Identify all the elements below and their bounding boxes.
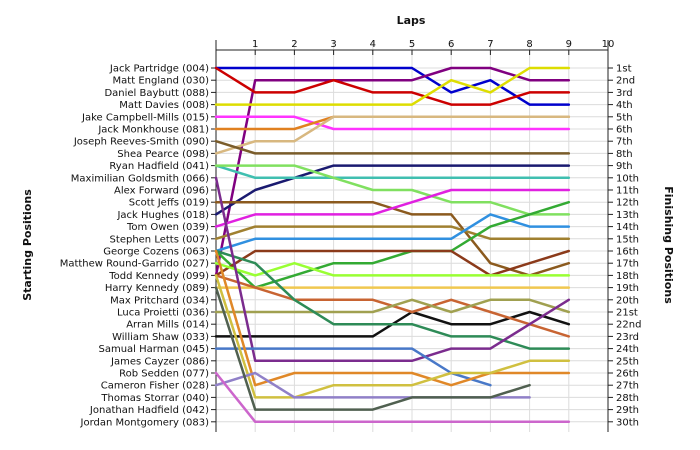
start-position-label: Samual Harman (045)	[99, 344, 210, 355]
finish-position-label: 19th	[616, 283, 639, 294]
lap-tick-label: 1	[252, 39, 258, 50]
finish-position-label: 26th	[616, 369, 639, 380]
finish-position-label: 14th	[616, 222, 639, 233]
lap-tick-label: 9	[566, 39, 572, 50]
finish-position-label: 6th	[616, 125, 633, 136]
series-line-24	[214, 176, 571, 363]
series-line-17	[214, 249, 571, 277]
start-position-label: Thomas Storrar (040)	[100, 393, 209, 404]
series-line-9	[214, 164, 571, 216]
finish-position-label: 9th	[616, 161, 633, 172]
lap-tick-label: 5	[409, 39, 415, 50]
series-group	[214, 66, 571, 424]
finish-position-label: 29th	[616, 405, 639, 416]
start-position-label: William Shaw (033)	[112, 332, 209, 343]
labels: 1 2 3 4 5 6 7 8 9 10 Jack Partridge (004)Matt Engl…	[60, 39, 642, 428]
start-position-label: Luca Proietti (036)	[117, 308, 209, 319]
start-position-label: Max Pritchard (034)	[110, 295, 209, 306]
lap-tick-label: 4	[370, 39, 376, 50]
finish-position-label: 4th	[616, 100, 633, 111]
finish-position-label: 5th	[616, 112, 633, 123]
finish-position-label: 15th	[616, 234, 639, 245]
finish-position-label: 8th	[616, 149, 633, 160]
series-line-7	[214, 115, 571, 155]
lap-tick-label: 3	[330, 39, 336, 50]
start-position-label: Shea Pearce (098)	[117, 149, 209, 160]
start-position-label: Cameron Fisher (028)	[101, 381, 209, 392]
start-position-label: Jack Partridge (004)	[109, 64, 209, 75]
start-position-label: Ryan Hadfield (041)	[109, 161, 209, 172]
finish-position-label: 7th	[616, 137, 633, 148]
finish-position-label: 21st	[616, 308, 638, 319]
lap-tick-label: 6	[448, 39, 454, 50]
lap-tick-label: 2	[291, 39, 297, 50]
series-line-22	[214, 298, 571, 314]
start-position-label: Jack Hughes (018)	[116, 210, 209, 221]
right-axis-label: Finishing Positions	[662, 186, 675, 304]
series-line-8	[214, 139, 571, 155]
lap-tick-label: 10	[602, 39, 615, 50]
series-line-27	[214, 274, 571, 399]
finish-position-label: 27th	[616, 381, 639, 392]
series-line-4	[214, 66, 571, 106]
finish-position-label: 28th	[616, 393, 639, 404]
finish-position-label: 25th	[616, 356, 639, 367]
finish-position-label: 22nd	[616, 320, 641, 331]
series-line-10	[214, 164, 571, 180]
start-position-label: Tom Owen (039)	[126, 222, 209, 233]
start-position-label: Rob Sedden (077)	[119, 369, 209, 380]
finish-position-label: 3rd	[616, 88, 633, 99]
series-line-23	[214, 249, 571, 350]
series-line-3	[214, 66, 571, 106]
start-position-label: Matt Davies (008)	[119, 100, 209, 111]
finish-position-label: 10th	[616, 173, 639, 184]
series-line-30	[214, 371, 571, 424]
series-line-13	[214, 188, 571, 228]
series-line-2	[214, 66, 571, 277]
start-position-label: James Cayzer (086)	[110, 356, 209, 367]
finish-position-label: 20th	[616, 295, 639, 306]
series-line-29	[214, 286, 531, 411]
series-line-25	[214, 347, 492, 387]
finish-position-label: 1st	[616, 64, 632, 75]
finish-position-label: 16th	[616, 247, 639, 258]
finish-position-label: 24th	[616, 344, 639, 355]
start-position-label: Stephen Letts (007)	[110, 234, 210, 245]
series-line-14	[214, 225, 571, 241]
finish-position-label: 2nd	[616, 76, 635, 87]
start-position-label: Daniel Baybutt (088)	[104, 88, 209, 99]
lap-tick-label: 8	[526, 39, 532, 50]
start-position-label: Matt England (030)	[113, 76, 210, 87]
start-position-label: Jonathan Hadfield (042)	[89, 405, 209, 416]
start-position-label: Jake Campbell-Mills (015)	[81, 112, 209, 123]
left-axis-label: Starting Positions	[21, 189, 34, 301]
series-line-11	[214, 164, 571, 216]
start-position-label: Matthew Round-Garrido (027)	[60, 259, 209, 270]
start-position-label: Arran Mills (014)	[126, 320, 209, 331]
finish-position-label: 17th	[616, 259, 639, 270]
finish-position-label: 12th	[616, 198, 639, 209]
start-position-label: Jack Monkhouse (081)	[97, 125, 209, 136]
finish-position-label: 18th	[616, 271, 639, 282]
series-line-5	[214, 115, 571, 131]
start-position-label: Joseph Reeves-Smith (090)	[73, 137, 209, 148]
finish-position-label: 23rd	[616, 332, 639, 343]
start-position-label: Harry Kennedy (089)	[105, 283, 209, 294]
lap-tick-label: 7	[487, 39, 493, 50]
start-position-label: Todd Kennedy (099)	[108, 271, 209, 282]
series-line-1	[214, 66, 571, 106]
start-position-label: George Cozens (063)	[103, 247, 209, 258]
finish-position-label: 30th	[616, 417, 639, 428]
series-line-26	[214, 249, 571, 387]
start-position-label: Scott Jeffs (019)	[129, 198, 209, 209]
finish-position-label: 13th	[616, 210, 639, 221]
chart-title: Laps	[397, 14, 426, 27]
finish-position-label: 11th	[616, 186, 639, 197]
start-position-label: Maximilian Goldsmith (066)	[71, 173, 209, 184]
start-position-label: Jordan Montgomery (083)	[80, 417, 210, 428]
start-position-label: Alex Forward (096)	[114, 186, 209, 197]
series-line-18	[214, 261, 571, 277]
